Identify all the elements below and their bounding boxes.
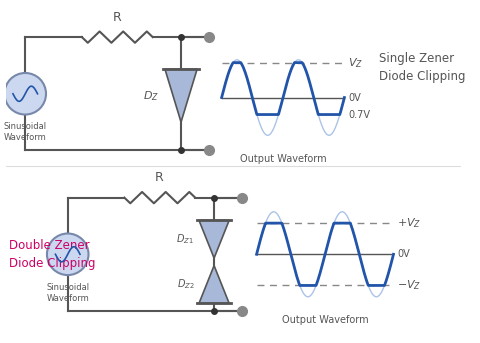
Text: R: R: [112, 11, 121, 24]
Text: 0V: 0V: [348, 93, 360, 103]
Text: Output Waveform: Output Waveform: [281, 315, 368, 325]
Text: $-V_Z$: $-V_Z$: [396, 279, 421, 292]
Text: 0.7V: 0.7V: [348, 109, 370, 120]
Text: Output Waveform: Output Waveform: [239, 154, 325, 164]
Text: R: R: [155, 172, 163, 185]
Text: $D_Z$: $D_Z$: [143, 89, 159, 103]
Circle shape: [47, 234, 88, 275]
Text: Sinusoidal
Waveform: Sinusoidal Waveform: [46, 283, 89, 303]
Text: Double Zener
Diode Clipping: Double Zener Diode Clipping: [9, 239, 96, 270]
Text: 0V: 0V: [396, 249, 409, 259]
Polygon shape: [165, 69, 197, 122]
Polygon shape: [199, 265, 228, 304]
Text: $+V_Z$: $+V_Z$: [396, 216, 421, 230]
Text: $V_Z$: $V_Z$: [348, 56, 362, 70]
Polygon shape: [199, 220, 228, 258]
Circle shape: [4, 73, 46, 115]
Text: $D_{Z1}$: $D_{Z1}$: [176, 232, 194, 246]
Text: Single Zener
Diode Clipping: Single Zener Diode Clipping: [379, 52, 465, 83]
Text: $D_{Z2}$: $D_{Z2}$: [176, 277, 194, 292]
Text: Sinusoidal
Waveform: Sinusoidal Waveform: [4, 122, 47, 142]
